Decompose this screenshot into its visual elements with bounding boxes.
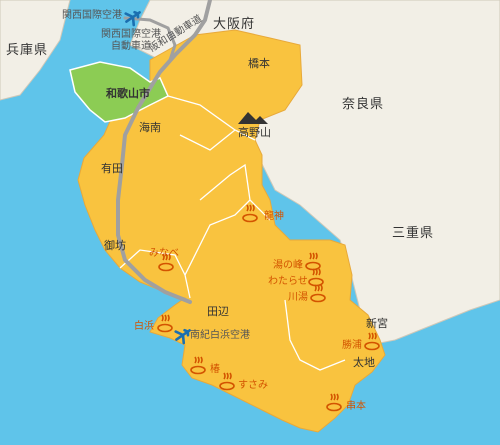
taiji-label: 太地 <box>353 356 375 369</box>
hyogo-land <box>0 0 71 101</box>
kushimoto-label: 串本 <box>346 401 366 412</box>
hyogo-label: 兵庫県 <box>6 43 49 58</box>
nanki-airport-airplane-icon <box>174 328 191 345</box>
ryujin-onsen-icon <box>242 204 258 223</box>
wakayama-prefecture <box>77 29 386 433</box>
tsubaki-label: 椿 <box>210 364 220 375</box>
arida-label: 有田 <box>101 162 123 175</box>
tanabe-label: 田辺 <box>207 305 229 318</box>
susami-onsen-icon <box>219 372 235 391</box>
kushimoto-onsen-icon <box>326 393 342 412</box>
susami-label: すさみ <box>238 380 268 391</box>
nara-label: 奈良県 <box>342 97 385 112</box>
kainan-label: 海南 <box>139 121 161 134</box>
wakayama-city-label: 和歌山市 <box>106 87 150 100</box>
osaka-label: 大阪府 <box>213 17 256 32</box>
tsubaki-onsen-icon <box>190 356 206 375</box>
watarase-label: わたらせ <box>268 276 308 287</box>
shirahama-label: 白浜 <box>134 321 154 332</box>
kansai-airport-road <box>123 16 177 62</box>
koyasan-label: 高野山 <box>238 126 271 139</box>
hanwa-expressway <box>116 0 212 304</box>
region-boundaries <box>119 95 346 371</box>
nanki-airport-label: 南紀白浜空港 <box>190 330 250 341</box>
katsuura-label: 勝浦 <box>342 340 362 351</box>
gobo-label: 御坊 <box>104 239 126 252</box>
onsen-icons <box>157 204 380 412</box>
kansai-airport-road-label: 関西国際空港 自動車道 <box>101 29 161 52</box>
koyasan-mountain-icon <box>238 112 268 124</box>
minabe-onsen-icon <box>158 253 174 272</box>
minabe-label: みなべ <box>149 248 179 259</box>
mie-label: 三重県 <box>392 226 435 241</box>
yunomine-label: 湯の峰 <box>273 260 303 271</box>
ryujin-label: 龍神 <box>264 211 284 222</box>
katsuura-onsen-icon <box>364 332 380 351</box>
shingu-label: 新宮 <box>366 317 388 330</box>
shirahama-onsen-icon <box>157 314 173 333</box>
kansai-airport-label: 関西国際空港 <box>62 10 122 21</box>
kawayu-label: 川湯 <box>288 292 308 303</box>
wakayama-city-area <box>69 61 169 123</box>
hashimoto-label: 橋本 <box>248 57 270 70</box>
kawayu-onsen-icon <box>310 284 326 303</box>
kansai-airport-airplane-icon <box>124 10 141 27</box>
